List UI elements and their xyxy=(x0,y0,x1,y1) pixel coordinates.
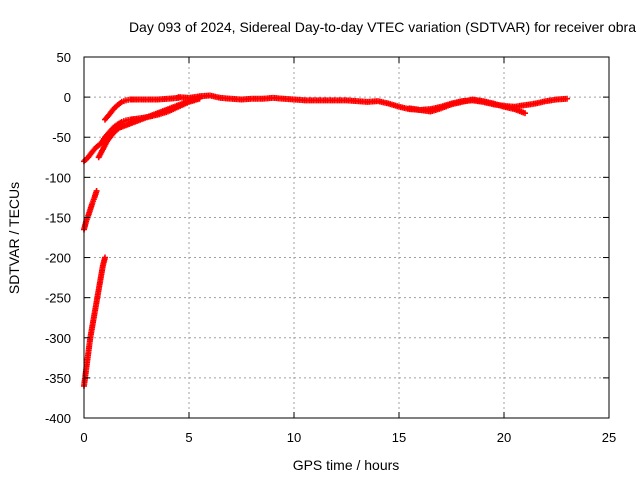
series-arc-G xyxy=(81,254,108,389)
y-tick-label: 50 xyxy=(57,50,71,65)
y-tick-label: -250 xyxy=(45,291,71,306)
y-tick-label: -200 xyxy=(45,251,71,266)
series-arc-F xyxy=(81,187,100,233)
x-tick-label: 20 xyxy=(497,430,511,445)
y-axis-title: SDTVAR / TECUs xyxy=(6,182,22,294)
data-point-marker xyxy=(102,254,108,261)
x-tick-label: 5 xyxy=(185,430,192,445)
data-point-marker xyxy=(93,187,100,194)
x-tick-label: 15 xyxy=(392,430,406,445)
y-tick-label: -150 xyxy=(45,210,71,225)
y-tick-label: -400 xyxy=(45,411,71,426)
y-tick-label: -50 xyxy=(52,130,71,145)
plot-frame xyxy=(83,56,610,419)
series-arc-E xyxy=(406,96,528,117)
data-point-marker xyxy=(522,110,528,117)
axis-ticks: 0 5 10 15 20 25 50 0 -50 -100 -150 -200 -250 -300 -350… xyxy=(45,50,616,445)
y-tick-label: -300 xyxy=(45,331,71,346)
y-tick-label: -350 xyxy=(45,371,71,386)
x-tick-label: 25 xyxy=(602,430,616,445)
chart-title: Day 093 of 2024, Sidereal Day-to-day VTE… xyxy=(129,19,636,35)
x-tick-label: 10 xyxy=(287,430,301,445)
y-tick-label: 0 xyxy=(64,90,71,105)
y-tick-label: -100 xyxy=(45,170,71,185)
series-arc-B xyxy=(95,94,203,161)
x-axis-title: GPS time / hours xyxy=(293,457,400,473)
data-series xyxy=(81,92,570,389)
data-point-marker xyxy=(564,95,570,102)
x-tick-label: 0 xyxy=(80,430,87,445)
grid xyxy=(84,57,609,418)
